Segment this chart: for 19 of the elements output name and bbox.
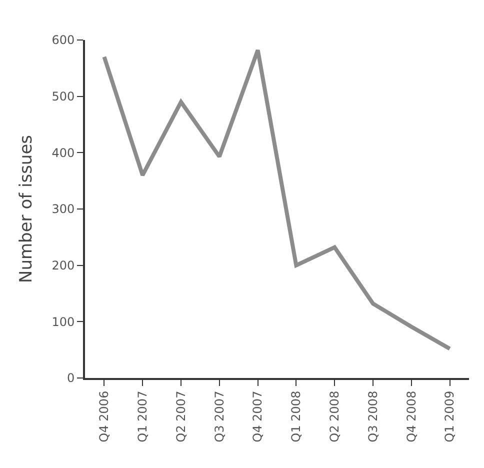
x-tick-label: Q2 2007 [174,390,188,442]
y-tick-label: 100 [52,314,75,329]
x-tick-label: Q1 2007 [136,390,150,442]
y-tick-label: 300 [52,202,75,216]
x-tick-label: Q3 2008 [366,390,380,442]
y-tick-label: 200 [52,258,75,273]
x-tick-label: Q1 2008 [289,390,304,442]
x-tick-label: Q1 2009 [442,390,457,442]
y-tick-label: 500 [52,90,75,104]
x-tick-label: Q4 2006 [97,390,112,442]
y-tick-label: 0 [66,371,75,386]
y-tick-label: 600 [52,33,75,48]
line-series [102,48,452,351]
x-tick-label: Q3 2007 [212,390,226,442]
y-axis-title: Number of issues [16,134,37,284]
x-tick-label: Q4 2008 [404,390,418,442]
x-tick-label: Q4 2007 [250,390,265,442]
y-tick-label: 400 [52,146,75,160]
x-tick-label: Q2 2008 [328,390,342,442]
